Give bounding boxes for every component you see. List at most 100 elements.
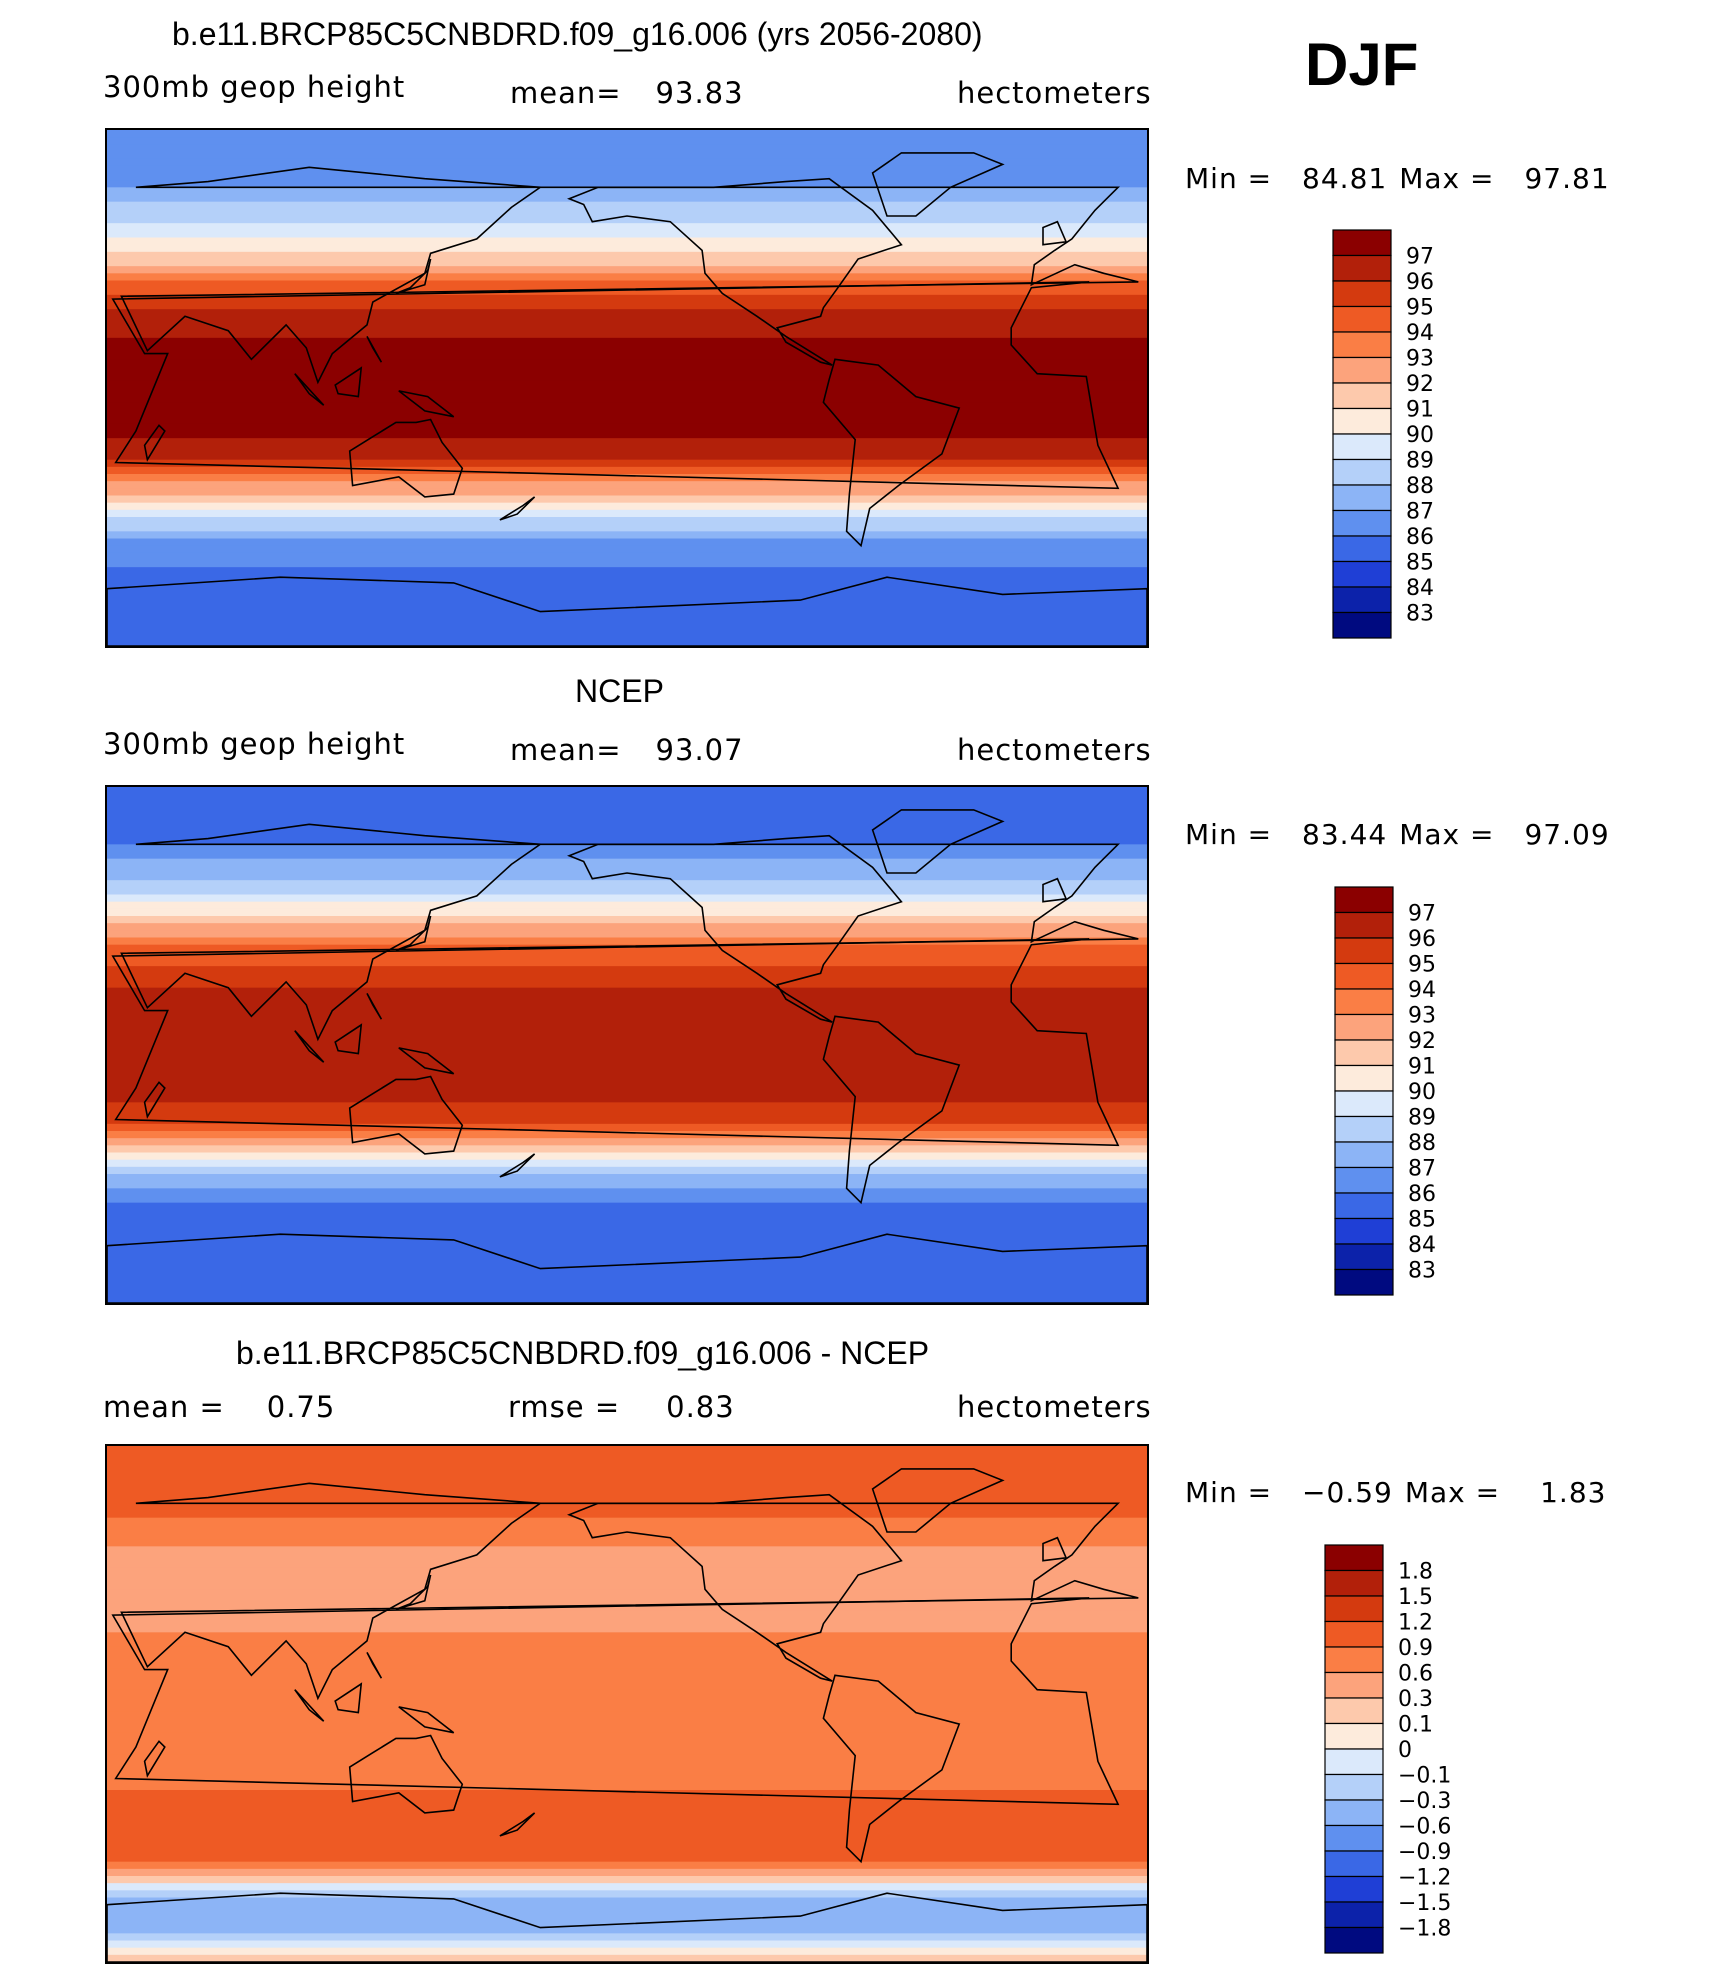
field-band <box>107 1861 1147 1870</box>
field-band <box>107 445 1147 454</box>
field-band <box>107 822 1147 831</box>
coastline <box>395 915 432 952</box>
field-band <box>107 1446 1147 1454</box>
colorbar-swatch <box>1334 937 1394 965</box>
colorbar-tick-label: 95 <box>1408 953 1436 978</box>
field-band <box>107 345 1147 353</box>
field-band <box>107 1883 1147 1892</box>
field-band <box>107 966 1147 975</box>
colorbar-tick-label: 85 <box>1406 551 1434 576</box>
field-band <box>107 1625 1147 1634</box>
field-band <box>107 1188 1147 1197</box>
panel1-units: hectometers <box>957 76 1152 110</box>
coastline <box>1042 877 1068 903</box>
field-band <box>107 1947 1147 1956</box>
coastline <box>567 1493 903 1682</box>
colorbar-tick-label: −1.8 <box>1398 1917 1451 1942</box>
coastline <box>871 809 1005 874</box>
coastline <box>294 1689 325 1722</box>
field-band <box>107 1797 1147 1806</box>
field-band <box>107 595 1147 604</box>
field-band <box>107 1610 1147 1619</box>
coastline <box>395 1574 432 1611</box>
field-band <box>107 517 1147 525</box>
colorbar-tick-label: 95 <box>1406 296 1434 321</box>
coastline <box>366 993 383 1020</box>
colorbar-swatch <box>1332 280 1392 308</box>
panel2-left-label: 300mb geop height <box>103 727 406 761</box>
field-band <box>107 244 1147 253</box>
panel1-colorbar: 97 96 95 94 93 92 91 90 89 88 87 86 85 84 83 <box>1332 229 1502 641</box>
colorbar-tick-label: 91 <box>1408 1055 1436 1080</box>
field-band <box>107 631 1147 640</box>
field-band <box>107 894 1147 903</box>
field-band <box>107 994 1147 1003</box>
colorbar-tick-label: 1.5 <box>1398 1585 1433 1610</box>
field-band <box>107 1238 1147 1247</box>
field-band <box>107 302 1147 310</box>
field-band <box>107 1603 1147 1612</box>
colorbar-swatch <box>1324 1850 1384 1878</box>
field-band <box>107 366 1147 375</box>
field-band <box>107 1209 1147 1218</box>
field-band <box>107 1653 1147 1662</box>
coastline <box>499 1153 536 1178</box>
field-band <box>107 1166 1147 1175</box>
field-band <box>107 237 1147 246</box>
colorbar-tick-label: 89 <box>1408 1106 1436 1131</box>
field-band <box>107 901 1147 910</box>
field-band <box>107 624 1147 633</box>
colorbar-tick-label: 92 <box>1408 1029 1436 1054</box>
colorbar-tick-label: 0.6 <box>1398 1662 1433 1687</box>
colorbar-swatch <box>1332 586 1392 614</box>
field-band <box>107 545 1147 554</box>
field-band <box>107 1102 1147 1111</box>
field-band <box>107 1474 1147 1483</box>
field-band <box>107 1224 1147 1233</box>
panel2-units: hectometers <box>957 733 1152 767</box>
coastline <box>143 1081 166 1119</box>
colorbar-tick-label: 96 <box>1408 927 1436 952</box>
field-band <box>107 337 1147 346</box>
panel2-map <box>105 785 1149 1305</box>
colorbar-swatch <box>1334 1166 1394 1194</box>
field-band <box>107 973 1147 982</box>
field-band <box>107 137 1147 146</box>
coastline <box>871 152 1005 217</box>
colorbar-swatch <box>1324 1646 1384 1674</box>
field-band <box>107 502 1147 511</box>
field-band <box>107 151 1147 160</box>
colorbar-tick-label: 93 <box>1406 347 1434 372</box>
field-band <box>107 567 1147 576</box>
map-field <box>107 130 1147 646</box>
colorbar-swatch <box>1334 1064 1394 1092</box>
coastline <box>366 336 383 363</box>
field-band <box>107 1288 1147 1297</box>
panel1-left-label: 300mb geop height <box>103 70 406 104</box>
field-band <box>107 1553 1147 1562</box>
colorbar-swatch <box>1324 1748 1384 1776</box>
colorbar-tick-label: −0.1 <box>1398 1764 1451 1789</box>
colorbar-svg: 1.81.51.20.90.60.30.10−0.1−0.3−0.6−0.9−1… <box>1324 1544 1451 1954</box>
field-band <box>107 524 1147 533</box>
field-band <box>107 581 1147 590</box>
field-band <box>107 837 1147 846</box>
colorbar-tick-label: 84 <box>1408 1233 1436 1258</box>
field-band <box>107 1023 1147 1032</box>
field-band <box>107 1854 1147 1863</box>
field-band <box>107 266 1147 275</box>
colorbar-swatch <box>1334 1192 1394 1220</box>
field-band <box>107 459 1147 468</box>
panel3-map <box>105 1444 1149 1964</box>
colorbar-swatch <box>1334 1141 1394 1169</box>
coastline <box>143 1740 166 1778</box>
colorbar-swatch <box>1324 1773 1384 1801</box>
colorbar-swatch <box>1334 886 1394 914</box>
colorbar-tick-label: 91 <box>1406 398 1434 423</box>
colorbar-swatch <box>1332 382 1392 410</box>
field-band <box>107 1052 1147 1061</box>
field-band <box>107 251 1147 260</box>
field-band <box>107 865 1147 874</box>
field-band <box>107 495 1147 504</box>
